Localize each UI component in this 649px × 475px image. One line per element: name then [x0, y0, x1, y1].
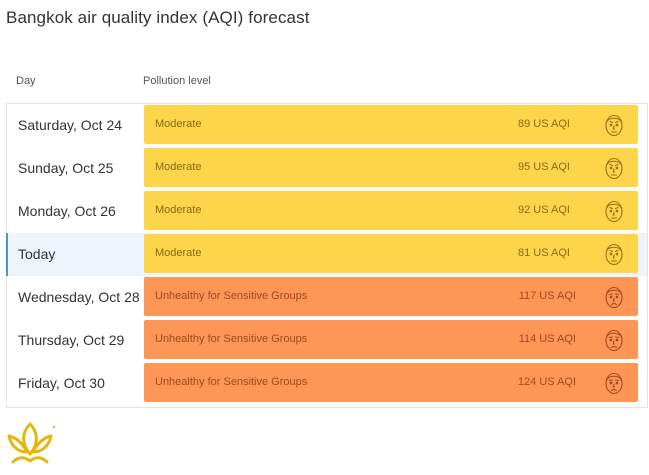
unhealthy-face-icon — [605, 372, 623, 395]
pollution-level-label: Moderate — [155, 247, 202, 259]
unhealthy-face-icon — [605, 286, 623, 309]
aqi-value: 95 US AQI — [518, 161, 570, 173]
aqi-value: 92 US AQI — [518, 204, 570, 216]
forecast-row[interactable]: Friday, Oct 30 Unhealthy for Sensitive G… — [7, 362, 647, 405]
moderate-face-icon — [605, 114, 623, 137]
page-title: Bangkok air quality index (AQI) forecast — [6, 8, 310, 27]
forecast-day: Wednesday, Oct 28 — [18, 289, 140, 305]
forecast-row[interactable]: Monday, Oct 26 Moderate 92 US AQI — [7, 190, 647, 233]
pollution-level-bar: Moderate 89 US AQI — [144, 105, 638, 144]
pollution-level-label: Moderate — [155, 161, 202, 173]
pollution-level-bar: Unhealthy for Sensitive Groups 114 US AQ… — [144, 320, 638, 359]
aqi-value: 114 US AQI — [518, 333, 576, 345]
pollution-level-bar: Unhealthy for Sensitive Groups 124 US AQ… — [144, 363, 638, 402]
moderate-face-icon — [605, 243, 623, 266]
aqi-value: 89 US AQI — [518, 118, 570, 130]
unhealthy-face-icon — [605, 329, 623, 352]
forecast-row[interactable]: Sunday, Oct 25 Moderate 95 US AQI — [7, 147, 647, 190]
forecast-day: Thursday, Oct 29 — [18, 332, 125, 348]
forecast-row[interactable]: Thursday, Oct 29 Unhealthy for Sensitive… — [7, 319, 647, 362]
moderate-face-icon — [605, 200, 623, 223]
moderate-face-icon — [605, 157, 623, 180]
forecast-day: Today — [18, 246, 56, 262]
forecast-day: Sunday, Oct 25 — [18, 160, 114, 176]
pollution-level-label: Moderate — [155, 118, 202, 130]
column-header-pollution-level: Pollution level — [143, 75, 211, 87]
forecast-day: Saturday, Oct 24 — [18, 117, 123, 133]
lotus-logo-icon — [7, 422, 56, 464]
aqi-value: 124 US AQI — [517, 376, 576, 388]
pollution-level-label: Unhealthy for Sensitive Groups — [155, 290, 308, 302]
pollution-level-label: Unhealthy for Sensitive Groups — [155, 376, 308, 388]
forecast-table: Saturday, Oct 24 Moderate 89 US AQI Sund… — [6, 103, 648, 408]
forecast-row[interactable]: Saturday, Oct 24 Moderate 89 US AQI — [7, 104, 647, 147]
aqi-value: 81 US AQI — [518, 247, 570, 259]
pollution-level-label: Unhealthy for Sensitive Groups — [155, 333, 308, 345]
pollution-level-bar: Moderate 81 US AQI — [144, 234, 638, 273]
forecast-day: Friday, Oct 30 — [18, 375, 105, 391]
aqi-value: 117 US AQI — [518, 290, 576, 302]
pollution-level-bar: Moderate 95 US AQI — [144, 148, 638, 187]
forecast-row[interactable]: Wednesday, Oct 28 Unhealthy for Sensitiv… — [7, 276, 647, 319]
pollution-level-bar: Moderate 92 US AQI — [144, 191, 638, 230]
forecast-row-today[interactable]: Today Moderate 81 US AQI — [6, 233, 647, 276]
forecast-day: Monday, Oct 26 — [18, 203, 116, 219]
pollution-level-bar: Unhealthy for Sensitive Groups 117 US AQ… — [144, 277, 638, 316]
pollution-level-label: Moderate — [155, 204, 202, 216]
column-header-day: Day — [16, 75, 36, 87]
